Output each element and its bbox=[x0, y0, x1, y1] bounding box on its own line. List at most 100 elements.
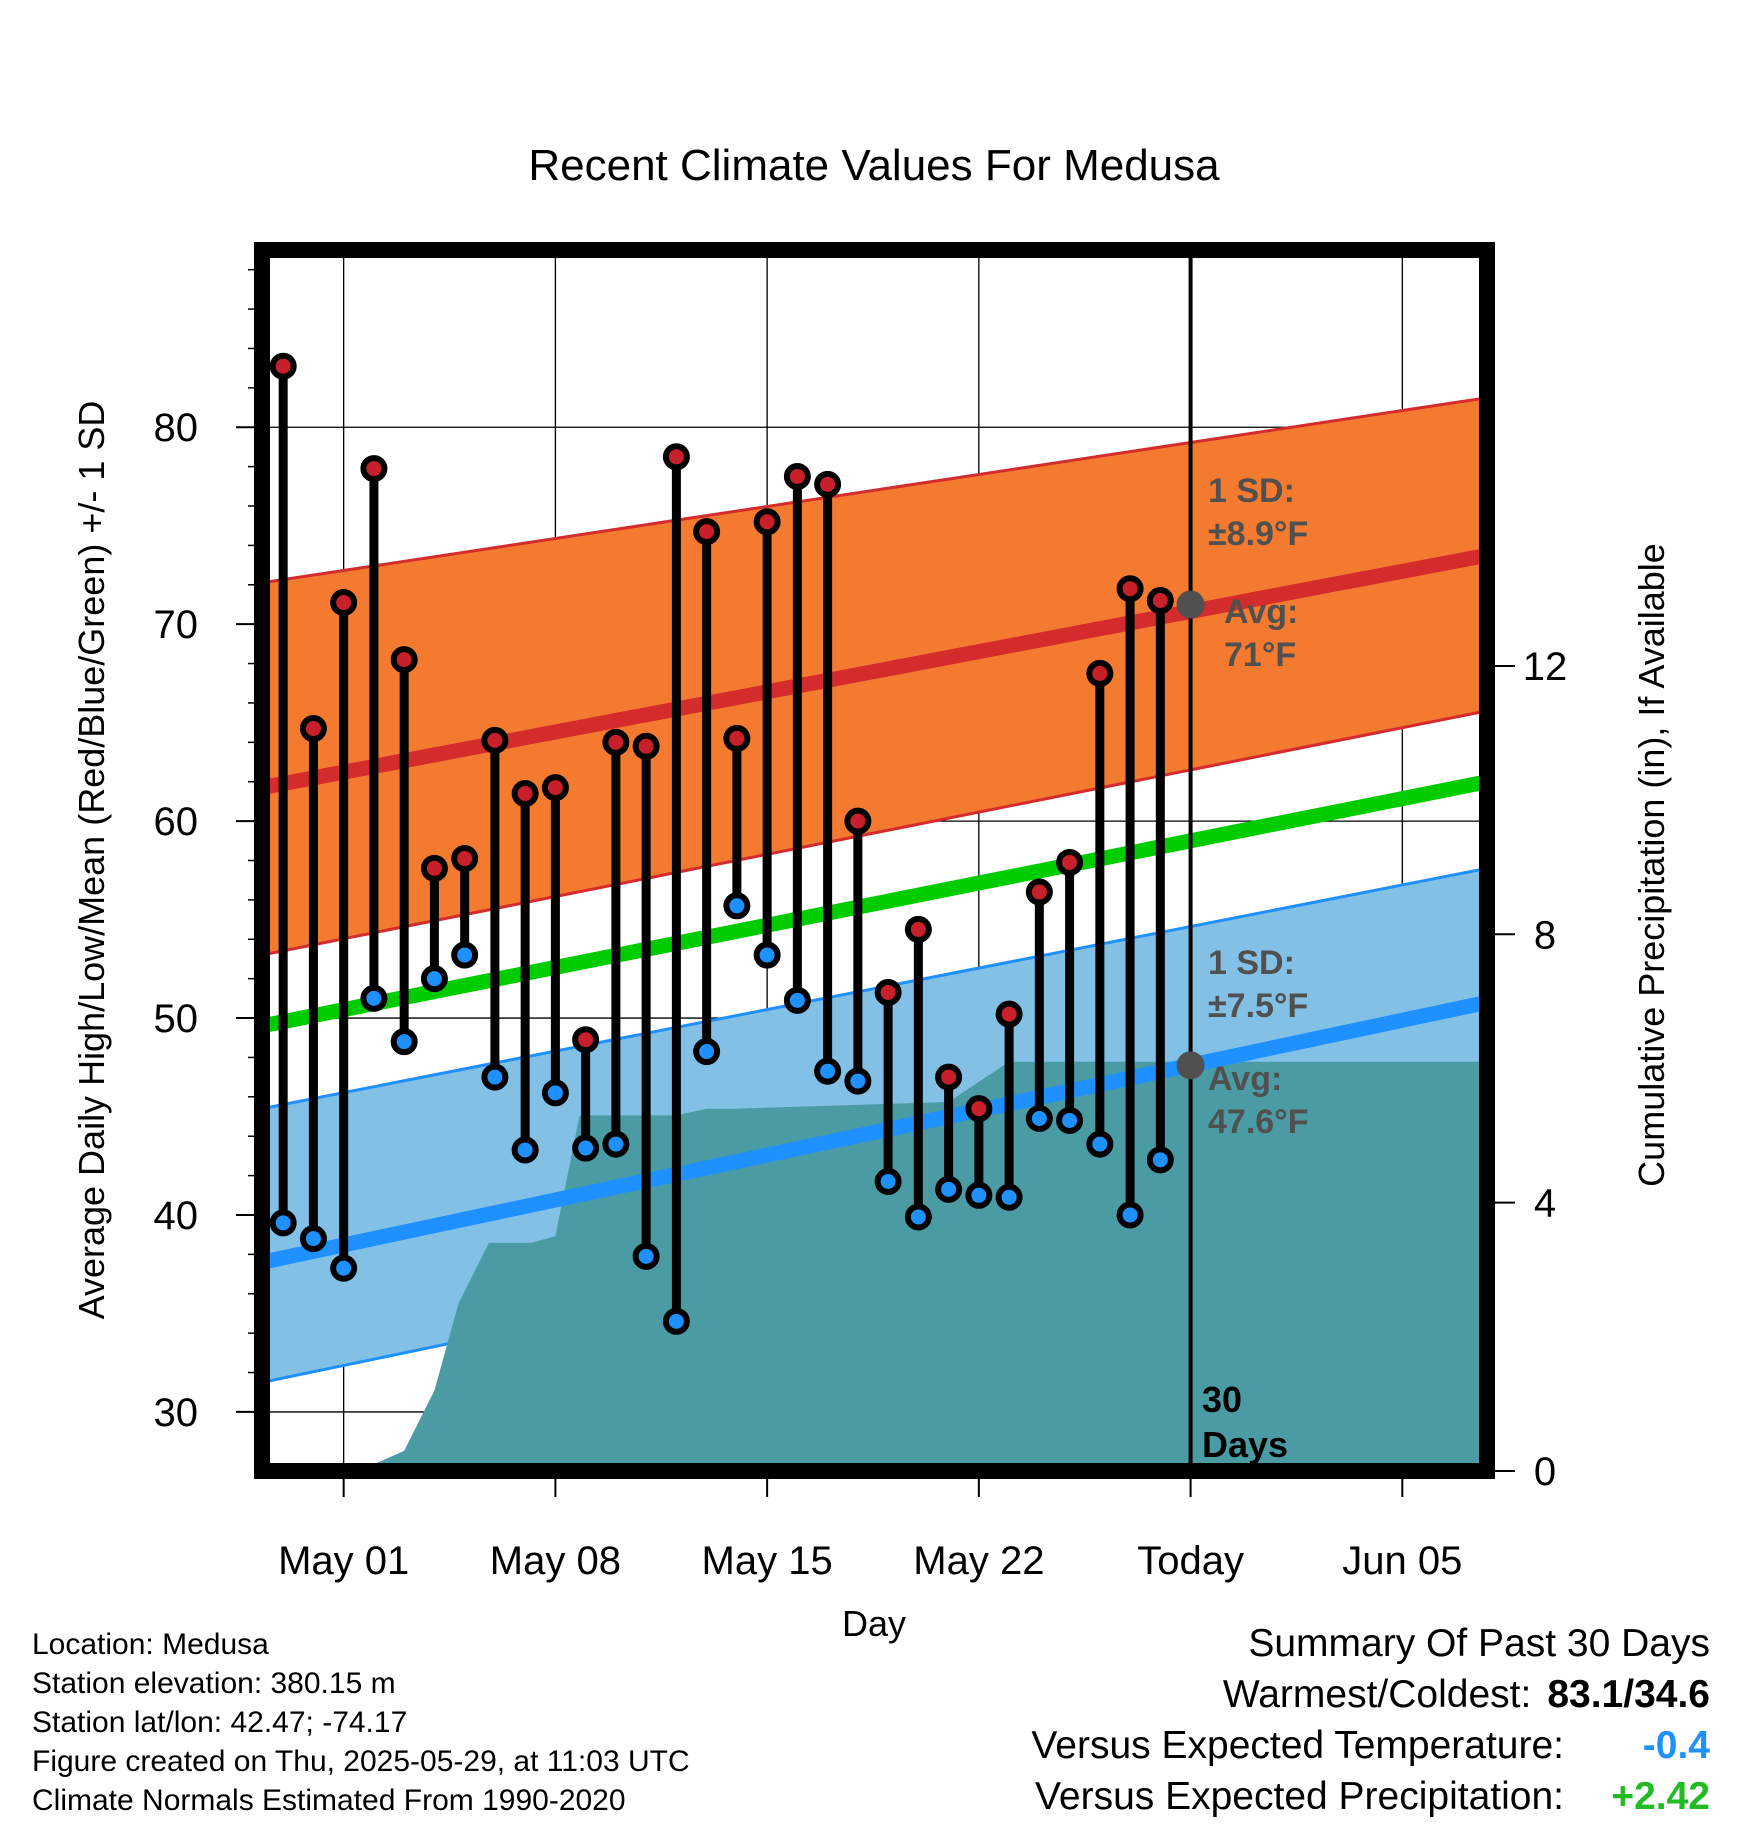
high-dot bbox=[299, 715, 327, 743]
precip-value: +2.42 bbox=[1611, 1775, 1710, 1818]
low-dot bbox=[420, 965, 448, 993]
x-tick-label-5: Jun 05 bbox=[1342, 1539, 1462, 1583]
latlon-text: Station lat/lon: 42.47; -74.17 bbox=[32, 1706, 408, 1739]
summary-heading: Summary Of Past 30 Days bbox=[1248, 1622, 1710, 1665]
high-dot bbox=[662, 443, 690, 471]
daily-dots bbox=[269, 352, 1174, 1335]
low-dot bbox=[1146, 1146, 1174, 1174]
warm-cold-value: 83.1/34.6 bbox=[1547, 1673, 1710, 1716]
y2-tick-label-1: 4 bbox=[1534, 1182, 1556, 1226]
station-info: Location: Medusa Station elevation: 380.… bbox=[32, 1625, 690, 1820]
low-dot bbox=[1025, 1104, 1053, 1132]
high-dot bbox=[995, 1000, 1023, 1028]
today-high-avg-dot bbox=[1176, 590, 1205, 619]
x-tick-label-4: Today bbox=[1137, 1539, 1244, 1583]
low-dot bbox=[783, 986, 811, 1014]
low-avg-annotation-1: Avg: bbox=[1208, 1060, 1282, 1098]
location-text: Location: Medusa bbox=[32, 1628, 269, 1661]
y2-tick-label-3: 12 bbox=[1523, 645, 1568, 689]
window-days-label-2: Days bbox=[1202, 1424, 1288, 1465]
y-axis-label: Average Daily High/Low/Mean (Red/Blue/Gr… bbox=[71, 401, 112, 1320]
chart-title: Recent Climate Values For Medusa bbox=[528, 141, 1220, 190]
low-dot bbox=[572, 1134, 600, 1162]
low-dot bbox=[330, 1254, 358, 1282]
low-dot bbox=[693, 1038, 721, 1066]
high-dot bbox=[420, 854, 448, 882]
high-dot bbox=[965, 1095, 993, 1123]
low-dot bbox=[814, 1057, 842, 1085]
elevation-text: Station elevation: 380.15 m bbox=[32, 1667, 396, 1700]
y-tick-label-0: 30 bbox=[154, 1391, 199, 1435]
temp-value: -0.4 bbox=[1642, 1724, 1710, 1767]
today-low-avg-dot bbox=[1176, 1051, 1205, 1080]
high-dot bbox=[360, 455, 388, 483]
x-tick-label-3: May 22 bbox=[913, 1539, 1044, 1583]
low-avg-line bbox=[262, 994, 1487, 1270]
low-dot bbox=[632, 1242, 660, 1270]
summary-panel: Summary Of Past 30 Days Warmest/Coldest:… bbox=[1031, 1618, 1710, 1822]
high-dot bbox=[874, 978, 902, 1006]
high-avg-annotation-2: 71°F bbox=[1224, 636, 1296, 674]
low-dot bbox=[299, 1225, 327, 1253]
precipitation-area bbox=[262, 1061, 1487, 1471]
high-avg-annotation-1: Avg: bbox=[1224, 593, 1298, 631]
high-dot bbox=[511, 780, 539, 808]
high-dot bbox=[541, 774, 569, 802]
high-dot bbox=[632, 732, 660, 760]
low-dot bbox=[602, 1130, 630, 1158]
high-dot bbox=[390, 646, 418, 674]
high-dot bbox=[1086, 659, 1114, 687]
high-dot bbox=[904, 915, 932, 943]
temp-row: Versus Expected Temperature: -0.4 bbox=[1031, 1720, 1710, 1771]
high-avg-line bbox=[262, 547, 1487, 796]
low-avg-annotation-2: 47.6°F bbox=[1208, 1103, 1309, 1141]
normals-text: Climate Normals Estimated From 1990-2020 bbox=[32, 1784, 626, 1817]
high-dot bbox=[602, 728, 630, 756]
low-sd-annotation-2: ±7.5°F bbox=[1208, 987, 1308, 1025]
axis-ticks: 30 40 50 60 70 80 0 4 8 12 May 01 May 08 May 15 May 2… bbox=[154, 268, 1568, 1583]
high-sd-annotation-2: ±8.9°F bbox=[1208, 515, 1308, 553]
y-tick-label-1: 40 bbox=[154, 1194, 199, 1238]
precip-row: Versus Expected Precipitation: +2.42 bbox=[1031, 1771, 1710, 1822]
plot-frame bbox=[254, 242, 1495, 1479]
high-dot bbox=[814, 470, 842, 498]
y-tick-label-2: 50 bbox=[154, 997, 199, 1041]
high-dot bbox=[451, 845, 479, 873]
precip-area bbox=[262, 1061, 1487, 1471]
y-tick-label-3: 60 bbox=[154, 800, 199, 844]
low-dot bbox=[904, 1203, 932, 1231]
low-dot bbox=[360, 984, 388, 1012]
low-dot bbox=[995, 1183, 1023, 1211]
high-dot bbox=[693, 518, 721, 546]
high-dot bbox=[753, 508, 781, 536]
low-dot bbox=[269, 1209, 297, 1237]
daily-range-bars bbox=[278, 366, 1165, 1322]
y-tick-label-5: 80 bbox=[154, 406, 199, 450]
y2-tick-label-2: 8 bbox=[1534, 913, 1556, 957]
created-text: Figure created on Thu, 2025-05-29, at 11… bbox=[32, 1745, 690, 1778]
high-sd-annotation-1: 1 SD: bbox=[1208, 472, 1295, 510]
high-dot bbox=[1056, 848, 1084, 876]
high-dot bbox=[723, 724, 751, 752]
low-dot bbox=[723, 892, 751, 920]
low-dot bbox=[1116, 1201, 1144, 1229]
high-sd-upper-edge bbox=[262, 396, 1487, 585]
low-dot bbox=[935, 1175, 963, 1203]
high-dot bbox=[783, 462, 811, 490]
mean-avg-line bbox=[262, 774, 1487, 1034]
x-tick-label-0: May 01 bbox=[278, 1539, 409, 1583]
temp-label: Versus Expected Temperature: bbox=[1031, 1724, 1564, 1767]
x-axis-label: Day bbox=[842, 1603, 906, 1644]
low-sd-annotation-1: 1 SD: bbox=[1208, 944, 1295, 982]
low-dot bbox=[965, 1181, 993, 1209]
high-dot bbox=[935, 1063, 963, 1091]
low-dot bbox=[541, 1079, 569, 1107]
warm-cold-label: Warmest/Coldest: bbox=[1222, 1673, 1532, 1716]
window-days-label-1: 30 bbox=[1202, 1379, 1242, 1420]
high-dot bbox=[844, 807, 872, 835]
x-tick-label-2: May 15 bbox=[702, 1539, 833, 1583]
low-dot bbox=[844, 1067, 872, 1095]
x-tick-label-1: May 08 bbox=[490, 1539, 621, 1583]
low-dot bbox=[874, 1168, 902, 1196]
